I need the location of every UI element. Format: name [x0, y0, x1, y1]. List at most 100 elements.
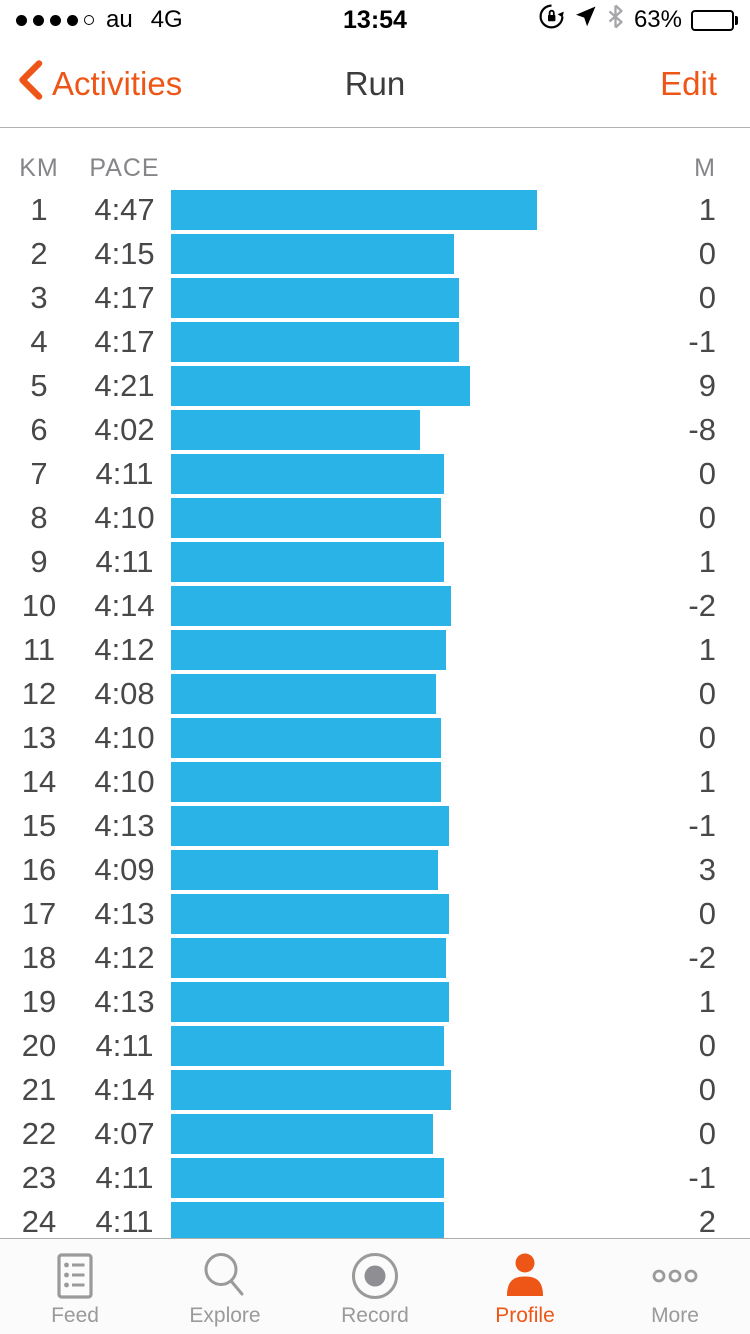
pace-bar [171, 806, 449, 846]
split-km: 9 [30, 544, 48, 579]
signal-dot [33, 14, 44, 26]
split-pace: 4:11 [95, 456, 154, 491]
split-pace: 4:17 [94, 280, 155, 315]
table-row: 11 4:12 1 [0, 628, 750, 672]
pace-bar [171, 938, 446, 978]
split-pace: 4:14 [94, 1072, 155, 1107]
split-km: 13 [21, 720, 57, 755]
edit-button[interactable]: Edit [660, 64, 717, 102]
network-type-label: 4G [150, 6, 183, 33]
table-row: 3 4:17 0 [0, 276, 750, 320]
split-pace: 4:08 [94, 676, 155, 711]
tab-feed[interactable]: Feed [0, 1239, 150, 1334]
signal-dot [84, 15, 94, 25]
table-row: 14 4:10 1 [0, 760, 750, 804]
location-arrow-icon [574, 5, 597, 35]
back-button[interactable]: Activities [18, 59, 183, 108]
split-km: 10 [21, 588, 57, 623]
battery-icon [691, 9, 738, 31]
table-row: 9 4:11 1 [0, 540, 750, 584]
bluetooth-icon [606, 4, 625, 36]
split-elevation: 9 [698, 368, 716, 403]
nav-bar: Activities Run Edit [0, 40, 750, 128]
pace-bar [171, 674, 436, 714]
feed-list-icon [50, 1248, 100, 1303]
signal-strength-icon [16, 14, 94, 26]
split-km: 6 [30, 412, 48, 447]
split-elevation: 0 [698, 456, 716, 491]
split-elevation: 0 [698, 280, 716, 315]
status-right-icons: 63% [538, 3, 738, 37]
split-elevation: 1 [698, 544, 716, 579]
pace-bar [171, 630, 446, 670]
pace-bar [171, 586, 451, 626]
split-pace: 4:10 [94, 720, 155, 755]
split-km: 1 [30, 192, 48, 227]
split-elevation: 0 [698, 500, 716, 535]
pace-bar [171, 410, 420, 450]
split-elevation: -8 [688, 412, 716, 447]
more-dots-icon [649, 1248, 701, 1303]
split-elevation: 0 [698, 720, 716, 755]
split-pace: 4:13 [94, 896, 155, 931]
split-pace: 4:10 [94, 764, 155, 799]
split-pace: 4:09 [94, 852, 155, 887]
table-row: 19 4:13 1 [0, 980, 750, 1024]
split-pace: 4:12 [94, 940, 155, 975]
table-row: 5 4:21 9 [0, 364, 750, 408]
splits-chart: KM PACE M 1 4:47 1 2 4:15 0 3 4:17 0 4 4… [0, 128, 750, 1238]
pace-bar [171, 1158, 444, 1198]
table-row: 4 4:17 -1 [0, 320, 750, 364]
table-row: 16 4:09 3 [0, 848, 750, 892]
back-button-label: Activities [52, 64, 183, 102]
split-elevation: 0 [698, 896, 716, 931]
pace-bar [171, 850, 438, 890]
split-pace: 4:14 [94, 588, 155, 623]
tab-more[interactable]: More [600, 1239, 750, 1334]
split-km: 11 [22, 632, 56, 667]
split-km: 21 [21, 1072, 57, 1107]
split-pace: 4:13 [94, 984, 155, 1019]
pace-bar [171, 498, 441, 538]
pace-bar [171, 894, 449, 934]
split-elevation: 1 [698, 632, 716, 667]
tab-record[interactable]: Record [300, 1239, 450, 1334]
split-elevation: 0 [698, 236, 716, 271]
tab-bar: Feed Explore Record Profile [0, 1238, 750, 1334]
split-km: 5 [30, 368, 48, 403]
tab-profile[interactable]: Profile [450, 1239, 600, 1334]
table-row: 1 4:47 1 [0, 188, 750, 232]
table-row: 13 4:10 0 [0, 716, 750, 760]
table-row: 23 4:11 -1 [0, 1156, 750, 1200]
pace-bar [171, 322, 459, 362]
signal-dot [67, 14, 78, 26]
split-km: 16 [21, 852, 57, 887]
split-km: 17 [21, 896, 57, 931]
split-km: 4 [30, 324, 48, 359]
pace-bar [171, 982, 449, 1022]
pace-bar [171, 454, 444, 494]
split-elevation: -1 [688, 324, 716, 359]
table-row: 22 4:07 0 [0, 1112, 750, 1156]
tab-explore[interactable]: Explore [150, 1239, 300, 1334]
split-km: 2 [30, 236, 48, 271]
split-km: 14 [21, 764, 57, 799]
split-pace: 4:07 [94, 1116, 155, 1151]
pace-bar [171, 762, 441, 802]
split-pace: 4:10 [94, 500, 155, 535]
table-row: 21 4:14 0 [0, 1068, 750, 1112]
split-elevation: -2 [688, 588, 716, 623]
split-elevation: 1 [698, 764, 716, 799]
split-km: 8 [30, 500, 48, 535]
search-icon [199, 1248, 251, 1303]
split-elevation: -2 [688, 940, 716, 975]
split-km: 12 [21, 676, 57, 711]
tab-more-label: More [651, 1304, 699, 1327]
split-pace: 4:11 [95, 1204, 154, 1238]
pace-bar [171, 234, 454, 274]
split-pace: 4:13 [94, 808, 155, 843]
table-row: 2 4:15 0 [0, 232, 750, 276]
split-pace: 4:17 [94, 324, 155, 359]
tab-feed-label: Feed [51, 1304, 99, 1327]
status-bar: au 4G 13:54 63% [0, 0, 750, 40]
